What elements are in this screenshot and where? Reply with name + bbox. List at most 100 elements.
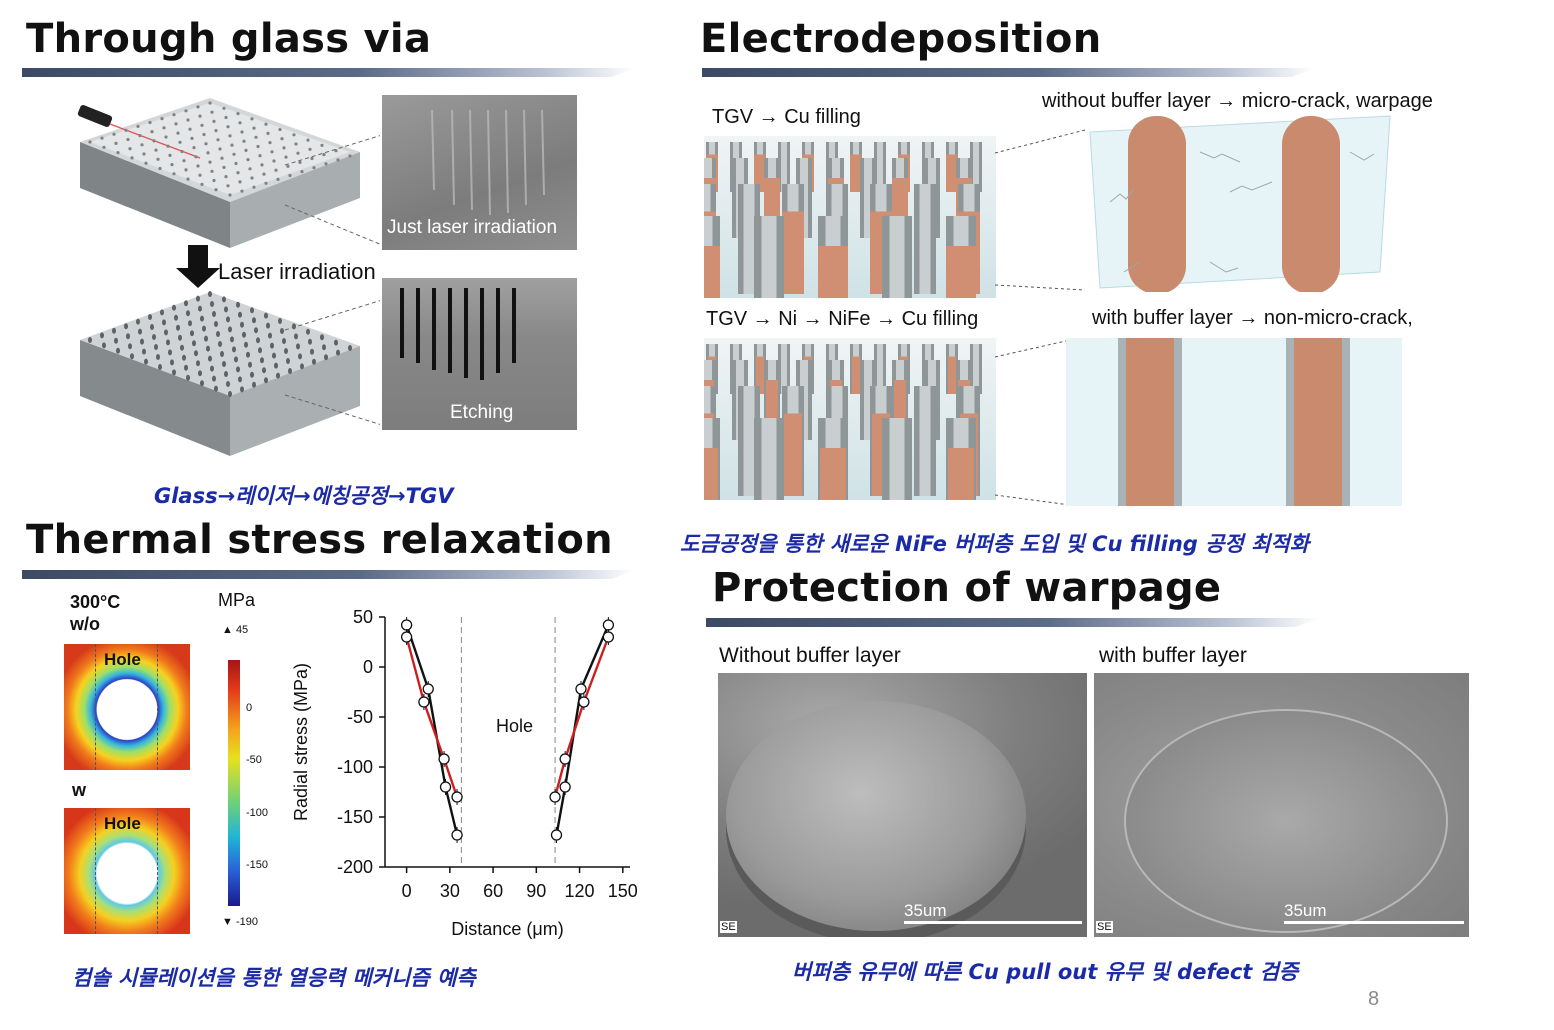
with-label: w [72, 780, 87, 800]
sem-laser-image: Just laser irradiation [382, 95, 577, 250]
electrodeposition-title-rule [702, 68, 1316, 77]
etched-via-dot [222, 296, 226, 303]
via-dot [250, 176, 254, 180]
via-dot [336, 158, 340, 162]
etched-via-dot [100, 332, 104, 339]
etched-via-dot [224, 306, 228, 313]
via-dot [206, 151, 210, 155]
chart-point [559, 753, 571, 765]
chart-point [549, 791, 561, 803]
via-dot [112, 132, 116, 136]
via-dot [268, 141, 272, 145]
chart-y-tick-label: -50 [347, 707, 373, 727]
thermal-title-rule [22, 570, 636, 579]
colorbar-tick-min: ▼ -190 [222, 916, 258, 928]
via-dot [232, 152, 236, 156]
etched-via-dot [206, 345, 210, 352]
etched-via-dot [268, 332, 272, 339]
via-dot [212, 119, 216, 123]
etched-via-dot [178, 334, 182, 341]
via-dot [286, 164, 290, 168]
pillar-highlight [864, 158, 872, 238]
via-dot [248, 167, 252, 171]
se-label-right: SE [1096, 921, 1113, 933]
cu-filled-pillar [850, 154, 862, 192]
without-label: w/o [70, 614, 100, 634]
pillar-array-buffer-graphic [704, 344, 982, 500]
via-dot [186, 118, 190, 122]
sem-without-buffer: 35um SE [718, 673, 1087, 937]
etched-via-dot [244, 341, 248, 348]
via-dot [282, 146, 286, 150]
via-dot [306, 138, 310, 142]
etched-via-dot [276, 372, 280, 379]
etched-via-dot [140, 338, 144, 345]
etched-via-dot [150, 324, 154, 330]
via-dot [144, 161, 148, 165]
etched-via-lines [400, 288, 516, 380]
via-dot [128, 147, 132, 151]
chart-point [451, 791, 463, 803]
chart-point [400, 631, 413, 643]
hole-label-with: Hole [104, 814, 141, 833]
pillar-array-cu [704, 136, 996, 298]
etched-via-dot [294, 333, 298, 340]
cu-pillar-pulled-out [726, 701, 1026, 931]
etched-via-dot [212, 311, 216, 317]
etched-via-dot [186, 374, 190, 381]
pillar-highlight [761, 418, 777, 500]
via-dot [186, 177, 190, 181]
via-dot [296, 151, 300, 155]
cu-pillar-intact [1124, 709, 1448, 933]
etched-via-dot [264, 377, 268, 384]
etched-via-dot [148, 314, 152, 320]
via-dot [170, 163, 174, 167]
cu-filled-pillar [704, 246, 720, 298]
via-dot [310, 156, 314, 161]
etched-via-dot [280, 328, 284, 334]
pillar-highlight [877, 344, 883, 394]
via-dot [220, 156, 224, 160]
via-dot [272, 159, 276, 163]
via-dot [238, 121, 242, 125]
etched-via-dot [256, 337, 260, 344]
via-dot [312, 166, 316, 170]
etched-via-dot [168, 349, 172, 356]
colorbar-tick-150: -150 [246, 859, 269, 871]
pillar-array-buffer [704, 338, 996, 500]
etched-via-dot [160, 309, 164, 316]
via-dot [198, 114, 202, 118]
etched-via-dot [296, 343, 300, 350]
colorbar-tick-50: -50 [246, 754, 262, 766]
pillar-highlight [919, 184, 931, 294]
via-dot [114, 141, 118, 145]
via-dot [238, 180, 242, 184]
etched-via-dot [214, 321, 218, 327]
etched-via-dot [308, 338, 312, 345]
etched-via-dot [246, 351, 250, 358]
cu-filled-pillar [948, 448, 974, 500]
etched-via-dot [158, 364, 162, 370]
etched-via-dot [220, 351, 224, 357]
via-dot [176, 131, 180, 135]
via-dot [140, 143, 144, 147]
chart-series-line [405, 624, 459, 836]
via-dot [136, 124, 140, 128]
scale-label-right: 35um [1284, 901, 1327, 920]
pillar-highlight [743, 386, 755, 496]
cu-filled-pillar [784, 413, 802, 496]
cu-filled-pillar [946, 246, 976, 298]
chart-point [602, 631, 615, 643]
via-dot-pattern [88, 101, 380, 425]
etched-via-dot [152, 334, 156, 340]
etched-via-dot [142, 348, 146, 355]
via-dot [226, 184, 230, 188]
via-dot [196, 164, 200, 168]
via-dot [194, 155, 198, 159]
etched-via-dot [174, 314, 178, 321]
via-dot [218, 147, 222, 151]
etched-via-dot [212, 375, 216, 382]
via-dot [246, 158, 250, 162]
chart-point [559, 781, 571, 793]
etched-via-dot [188, 320, 192, 327]
